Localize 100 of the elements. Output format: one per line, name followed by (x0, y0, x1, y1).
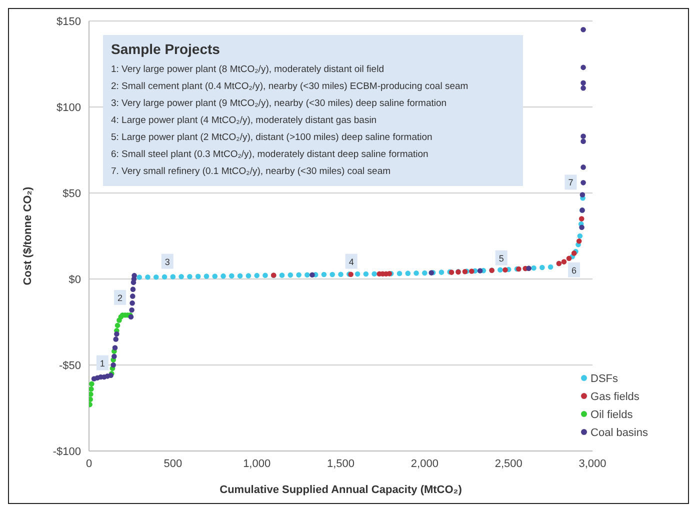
point (170, 274, 176, 280)
annotation: 5 (498, 253, 504, 264)
x-tick-label: 2,000 (410, 458, 438, 470)
point (502, 267, 508, 273)
annotation: 1 (100, 358, 105, 368)
point (310, 272, 315, 278)
annotation: 7. Very small refinery (0.1 MtCO₂/y), nearby (<30 miles) coal seam (111, 165, 392, 179)
point (414, 270, 419, 276)
point (580, 26, 586, 32)
annotation: 3 (164, 256, 170, 267)
point (354, 271, 360, 277)
point (566, 256, 572, 261)
point (469, 268, 474, 274)
x-tick-label: 500 (164, 458, 182, 470)
point (548, 264, 554, 270)
point (114, 331, 120, 337)
point (531, 265, 536, 271)
point (363, 271, 369, 277)
point (112, 354, 117, 360)
point (130, 286, 136, 292)
legend-label: Gas fields (590, 391, 640, 403)
point (438, 270, 444, 275)
annotation: 3: Very large power plant (9 MtCO₂/y), nearby (<30 miles) deep saline formation (111, 97, 448, 111)
annotation: 1: Very large power plant (8 MtCO₂/y), moderately distant oil field (111, 63, 385, 77)
point (540, 264, 545, 270)
point (130, 300, 135, 306)
annotation: 5: Large power plant (2 MtCO₂/y), distant (>100 miles) deep saline formation (111, 131, 434, 145)
point (580, 80, 586, 86)
point (114, 322, 120, 328)
y-tick-label: $150 (56, 16, 81, 28)
point (330, 272, 336, 278)
point (577, 233, 583, 239)
x-tick-label: 1,000 (243, 458, 271, 470)
point (229, 273, 234, 279)
point (288, 272, 294, 278)
y-axis-title: Cost ($/tonne CO₂) (22, 186, 34, 286)
point (136, 274, 142, 280)
annotation: 4 (348, 256, 354, 267)
x-tick-label: 3,000 (578, 458, 606, 470)
point (580, 192, 586, 198)
point (304, 272, 310, 278)
point (130, 294, 136, 299)
point (89, 392, 94, 397)
point (578, 216, 584, 222)
point (212, 274, 218, 279)
point (220, 273, 226, 279)
point (580, 180, 586, 186)
annotation: 6: Small steel plant (0.3 MtCO₂/y), moderately distant deep saline formation (111, 148, 430, 162)
point (89, 381, 94, 387)
y-tick-label: -$50 (58, 360, 81, 372)
annotation: 6 (572, 265, 577, 276)
point (580, 134, 586, 139)
x-axis-title: Cumulative Supplied Annual Capacity (MtCO₂) (220, 484, 462, 496)
legend-label: Oil fields (590, 409, 633, 421)
point (422, 270, 428, 276)
point (396, 270, 402, 276)
point (153, 274, 159, 280)
point (162, 274, 168, 280)
point (580, 164, 586, 170)
point (580, 138, 586, 144)
point (187, 274, 192, 280)
y-tick-label: $100 (56, 102, 81, 114)
legend-label: DSFs (590, 373, 618, 385)
point (204, 274, 210, 279)
y-tick-label: -$100 (52, 446, 81, 458)
point (580, 64, 586, 70)
x-tick-label: 1,500 (326, 458, 355, 470)
y-tick-label: $50 (62, 188, 81, 200)
point (576, 238, 582, 244)
legend-label: Coal basins (590, 427, 648, 439)
y-tick-label: $0 (68, 274, 81, 286)
point (498, 267, 503, 273)
point (145, 274, 150, 280)
point (237, 273, 243, 279)
point (195, 274, 201, 280)
point (321, 272, 327, 278)
point (246, 273, 252, 278)
point (405, 270, 411, 276)
point (579, 224, 584, 230)
point (129, 307, 134, 313)
point (338, 272, 344, 277)
point (561, 259, 567, 264)
point (254, 272, 260, 278)
point (112, 345, 118, 350)
point (477, 268, 483, 274)
annotation: 2: Small cement plant (0.4 MtCO₂/y), nearby (<30 miles) ECBM-producing coal seam (111, 80, 470, 94)
annotation: 4: Large power plant (4 MtCO₂/y), moderately distant gas basin (111, 114, 378, 128)
annotation: 7 (568, 178, 574, 188)
annotation: Sample Projects (111, 41, 221, 57)
point (279, 272, 285, 278)
point (372, 271, 377, 276)
point (580, 85, 586, 91)
point (296, 272, 302, 278)
point (110, 362, 116, 368)
point (113, 336, 118, 342)
point (89, 386, 94, 392)
x-tick-label: 0 (86, 458, 92, 470)
point (262, 272, 268, 278)
x-tick-label: 2,500 (494, 458, 522, 470)
point (178, 274, 184, 280)
